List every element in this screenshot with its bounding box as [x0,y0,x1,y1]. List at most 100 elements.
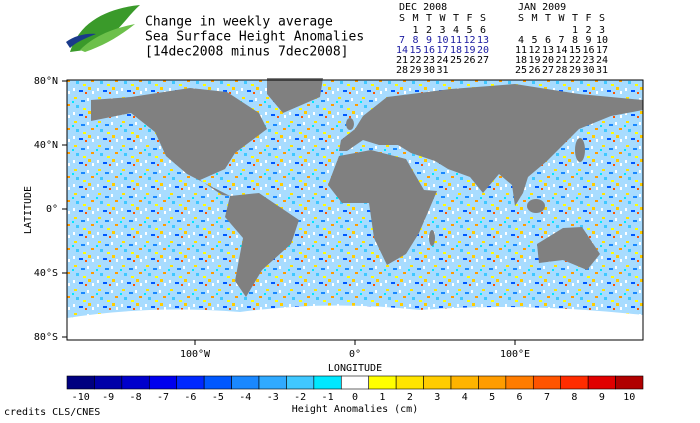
calendar-day: 25 [450,55,462,66]
colorbar-tick-label: 6 [517,392,523,403]
calendar-day: 13 [542,45,554,56]
colorbar-tick-label: -7 [157,392,169,403]
colorbar-box [121,375,150,390]
calendar-day: 6 [545,35,551,46]
calendar-day: 11 [515,45,527,56]
colorbar-box [258,375,287,390]
calendar-day: 8 [412,35,418,46]
colorbar-box [286,375,315,390]
calendar-day: 6 [480,25,486,36]
colorbar-box [176,375,205,390]
colorbar-box [94,375,123,390]
calendar-day: 22 [409,55,421,66]
weekday: S [599,13,605,24]
calendar-day: 23 [423,55,435,66]
colorbar-tick-label: 0 [352,392,358,403]
colorbar-tick-label: -10 [72,392,90,403]
calendar-day: 4 [518,35,524,46]
colorbar-box [560,375,589,390]
calendar-day: 15 [409,45,421,56]
lat-tick-label: 80°S [34,332,58,343]
calendar-day: 29 [409,65,421,76]
calendar-day: 22 [569,55,581,66]
weekday: W [558,13,565,24]
calendar-day: 11 [450,35,462,46]
colorbar-box [587,375,616,390]
calendar-day: 20 [477,45,489,56]
calendar-day: 28 [555,65,567,76]
weekday: T [572,13,578,24]
calendar-day: 4 [453,25,459,36]
colorbar-box [148,375,178,390]
lat-tick-label: 40°S [34,268,58,279]
colorbar-tick-label: -3 [267,392,279,403]
colorbar-tick-label: -5 [212,392,224,403]
calendar-day: 10 [436,35,448,46]
calendar-day: 14 [396,45,408,56]
calendar-day: 21 [555,55,567,66]
colorbar-box [231,375,260,390]
calendar-day: 2 [426,25,432,36]
colorbar-box [66,375,95,390]
weekday: T [426,13,432,24]
colorbar-tick-label: -1 [322,392,334,403]
calendar-day: 3 [599,25,605,36]
calendar-day: 31 [436,65,448,76]
calendar-day: 30 [582,65,594,76]
calendar-day: 5 [466,25,472,36]
colorbar-tick-label: 1 [379,392,385,403]
colorbar-box [478,375,507,390]
colorbar-box [532,375,562,390]
calendar-day: 14 [555,45,567,56]
colorbar-box [368,375,397,390]
lat-tick-label: 80°N [34,76,58,87]
colorbar-tick-label: 7 [544,392,550,403]
colorbar-tick-label: -6 [184,392,196,403]
lat-tick-label: 40°N [34,140,58,151]
calendar-day: 7 [558,35,564,46]
lon-tick-label: 100°E [500,349,530,360]
calendar-day: 5 [531,35,537,46]
colorbar-box [450,375,479,390]
calendar-day: 8 [572,35,578,46]
y-axis-label: LATITUDE [23,186,34,234]
weekday: T [453,13,459,24]
colorbar-box [340,375,370,390]
calendar-day: 12 [463,35,475,46]
lon-tick-label: 100°W [180,349,211,360]
calendar-day: 23 [582,55,594,66]
calendar-day: 3 [439,25,445,36]
colorbar-label: Height Anomalies (cm) [292,404,418,415]
weekday: S [399,13,405,24]
calendar-day: 29 [569,65,581,76]
calendar-day: 17 [436,45,448,56]
colorbar-tick-label: 2 [407,392,413,403]
calendar-day: 25 [515,65,527,76]
calendar-day: 24 [436,55,448,66]
lon-tick-label: 0° [349,349,361,360]
title-line: [14dec2008 minus 7dec2008] [145,45,349,60]
calendar-day: 12 [528,45,540,56]
weekday: F [466,13,472,24]
colorbar-box [505,375,534,390]
calendar-day: 16 [423,45,435,56]
calendar-day: 1 [572,25,578,36]
map [66,78,644,341]
calendar-day: 21 [396,55,408,66]
title-line: Change in weekly average [145,15,333,30]
weekday: T [545,13,551,24]
calendar-day: 9 [585,35,591,46]
weekday: S [518,13,524,24]
land [91,78,643,297]
calendar-day: 1 [412,25,418,36]
calendar-day: 27 [542,65,554,76]
calendar-day: 7 [399,35,405,46]
credits: credits CLS/CNES [4,407,100,418]
colorbar-tick-label: -8 [130,392,142,403]
weekday: S [480,13,486,24]
calendar-day: 18 [515,55,527,66]
weekday: M [412,13,418,24]
calendar-day: 24 [596,55,608,66]
weekday: F [585,13,591,24]
